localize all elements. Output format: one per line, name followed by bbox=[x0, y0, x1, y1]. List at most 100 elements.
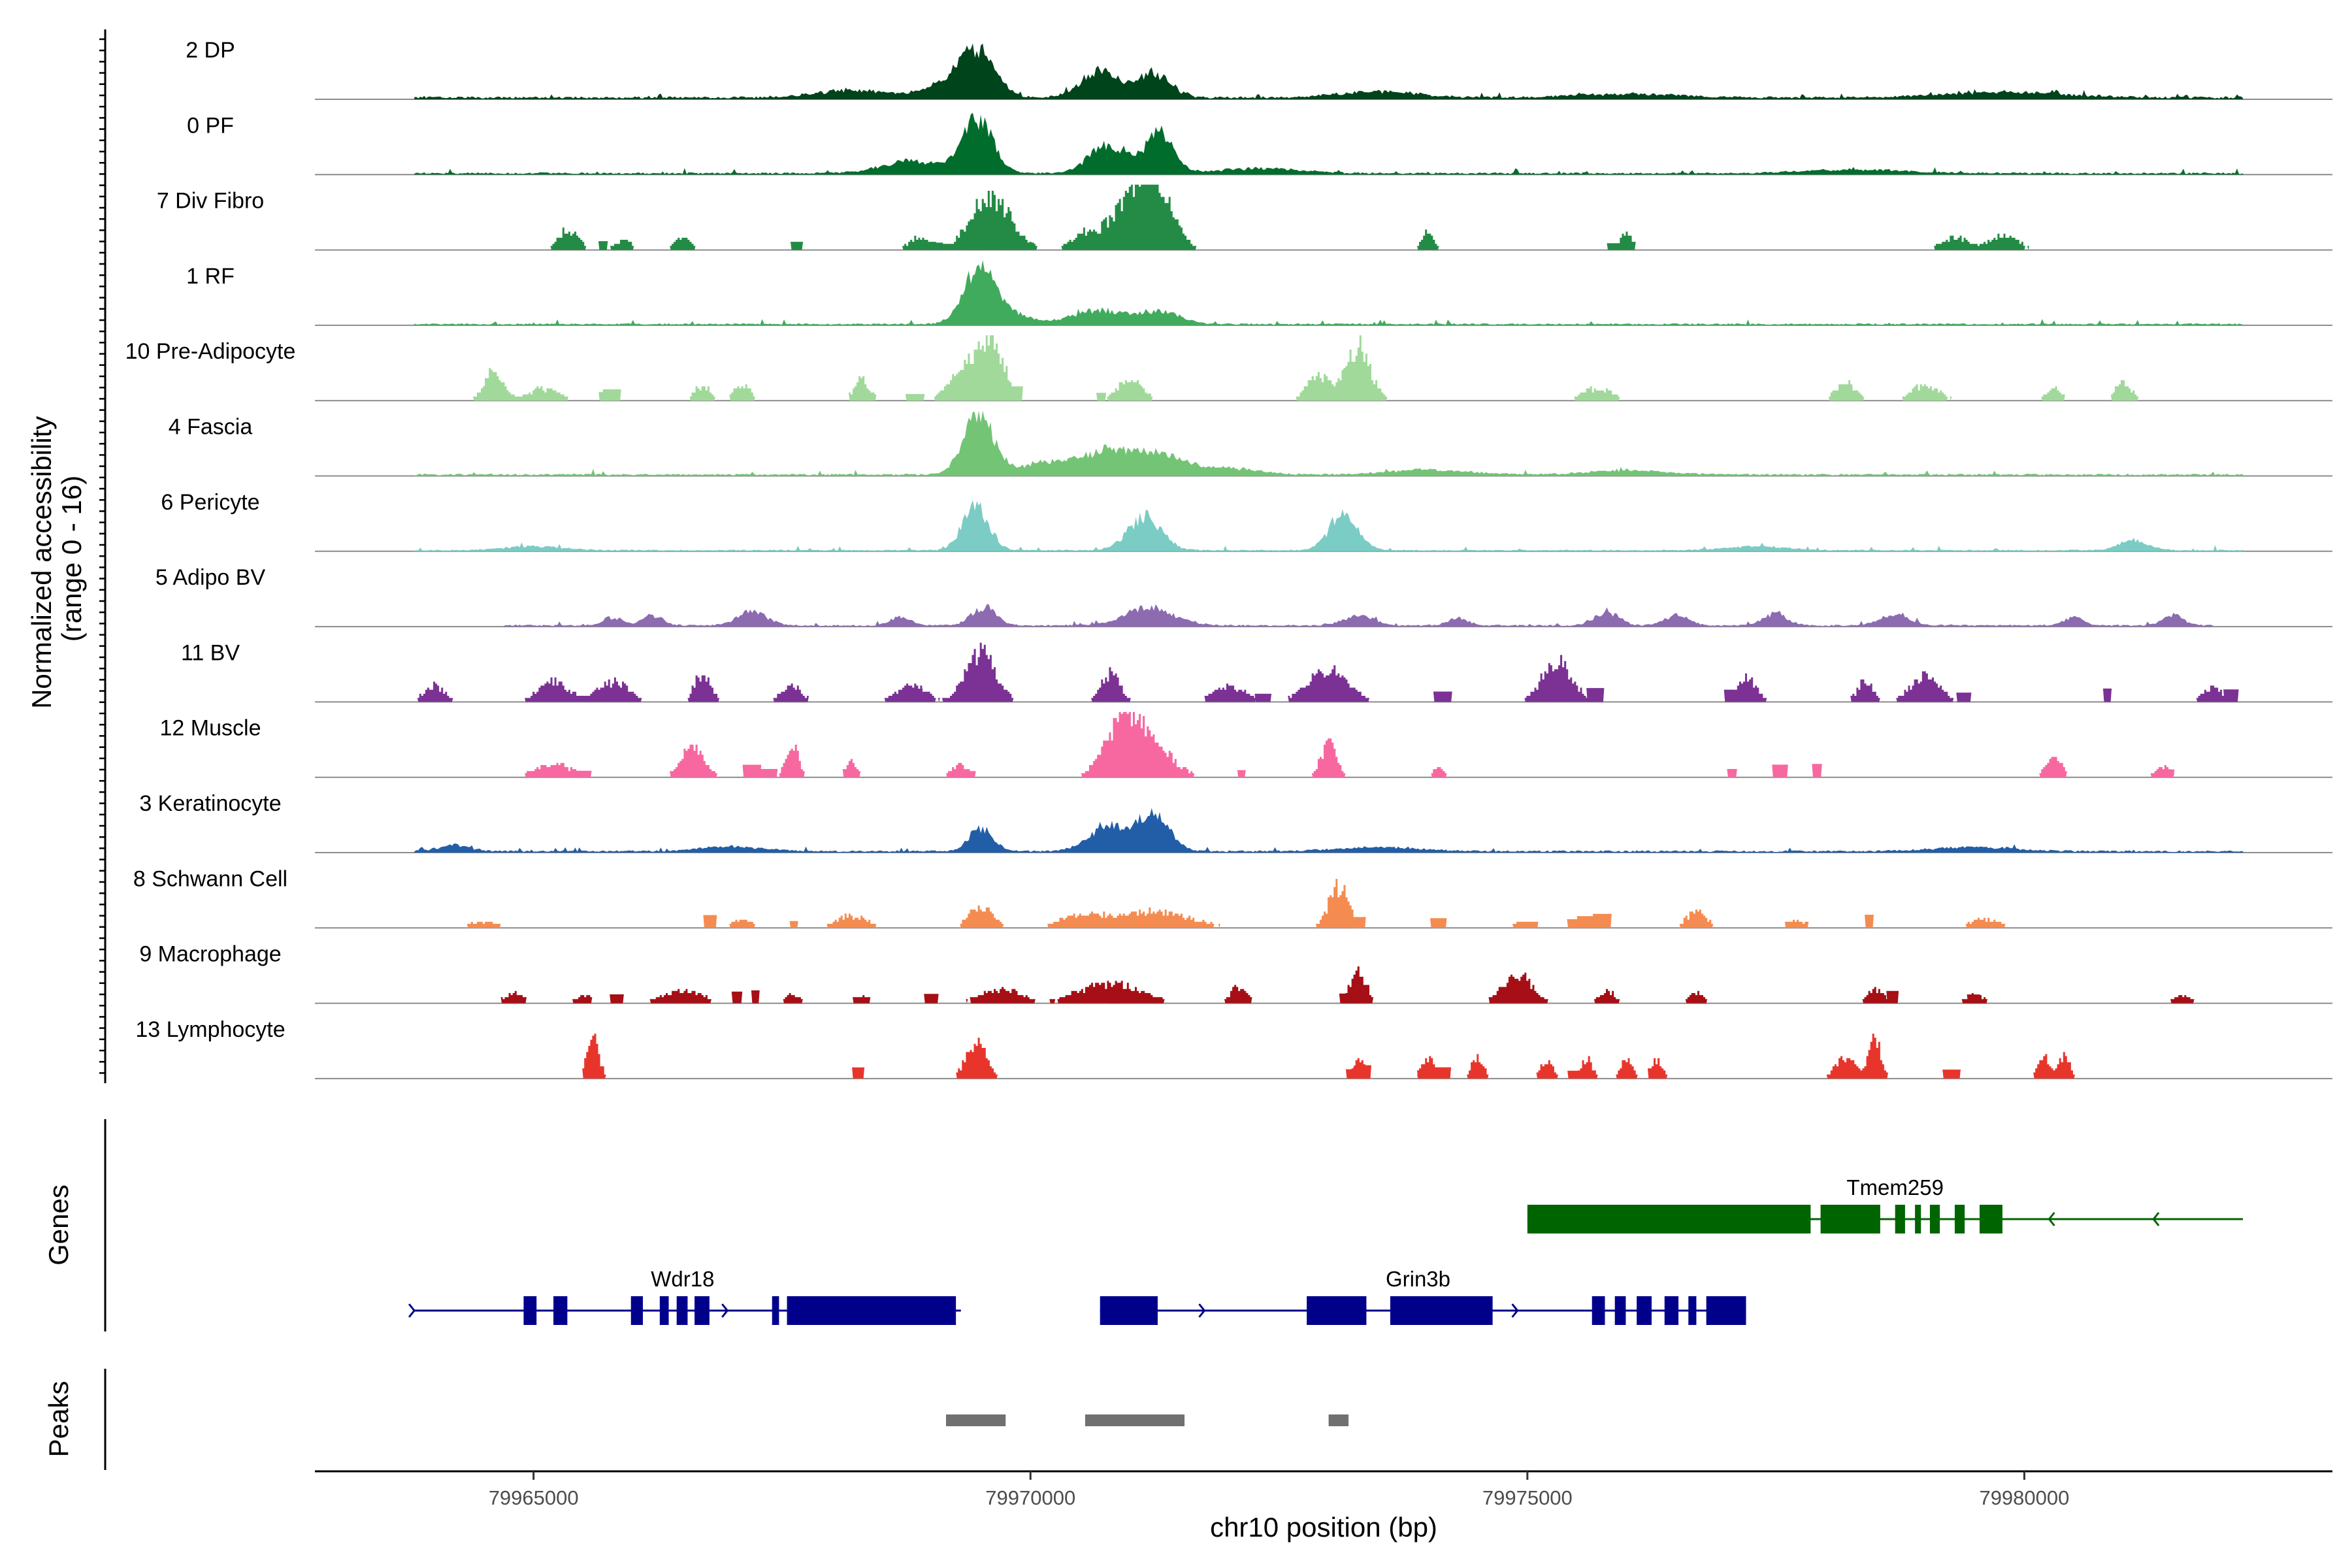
coverage-area bbox=[472, 368, 568, 401]
coverage-area bbox=[848, 376, 877, 401]
coverage-area bbox=[1467, 1054, 1489, 1079]
coverage-area bbox=[598, 241, 608, 250]
exon bbox=[1688, 1296, 1697, 1325]
gene-models: Tmem259 Wdr18 Grin3b bbox=[408, 1175, 2244, 1325]
exon bbox=[1527, 1205, 1811, 1233]
coverage-area bbox=[610, 240, 634, 250]
exon bbox=[630, 1296, 643, 1325]
coverage-area bbox=[1218, 924, 1220, 928]
coverage-area bbox=[2110, 380, 2139, 401]
coverage-y-axis-title-range: (range 0 - 16) bbox=[56, 476, 87, 642]
coverage-area bbox=[1727, 769, 1737, 777]
coverage-area bbox=[1812, 764, 1822, 777]
coverage-area bbox=[2041, 386, 2065, 401]
gene-grin3b: Grin3b bbox=[1100, 1267, 1746, 1325]
coverage-area bbox=[1576, 916, 1596, 928]
exon bbox=[1979, 1205, 2002, 1233]
track-0-pf: 0 PF bbox=[187, 112, 2332, 176]
track-12-muscle: 12 Muscle bbox=[160, 711, 2332, 778]
exon bbox=[1895, 1205, 1905, 1233]
coverage-area bbox=[1934, 233, 2025, 250]
track-7-div-fibro: 7 Div Fibro bbox=[157, 184, 2332, 251]
coverage-area bbox=[1931, 392, 1941, 401]
coverage-area bbox=[1237, 770, 1246, 777]
coverage-area bbox=[1288, 665, 1369, 702]
coverage-area bbox=[1896, 671, 1954, 702]
coverage-area bbox=[610, 994, 624, 1004]
coverage-area bbox=[853, 995, 871, 1004]
coverage-area bbox=[1679, 909, 1714, 928]
track-10-pre-adipocyte: 10 Pre-Adipocyte bbox=[125, 335, 2332, 402]
coverage-area bbox=[1204, 683, 1256, 702]
coverage-area bbox=[1296, 335, 1388, 401]
coverage-area bbox=[1315, 879, 1362, 928]
x-tick-label: 79975000 bbox=[1482, 1486, 1573, 1509]
track-2-dp: 2 DP bbox=[186, 38, 2332, 100]
exon bbox=[659, 1296, 669, 1325]
coverage-area bbox=[1488, 972, 1548, 1004]
coverage-area bbox=[966, 999, 968, 1004]
coverage-area bbox=[1081, 711, 1195, 777]
coverage-area bbox=[1826, 1034, 1888, 1079]
coverage-area bbox=[687, 675, 720, 702]
coverage-area bbox=[884, 683, 936, 702]
track-6-pericyte: 6 Pericyte bbox=[161, 490, 2332, 552]
coverage-tracks: 2 DP 0 PF 7 Div Fibro 1 RF 10 Pre-Adipocyte 4… bbox=[125, 38, 2332, 1079]
coverage-area bbox=[1512, 921, 1539, 928]
coverage-area bbox=[773, 683, 809, 702]
exon bbox=[694, 1296, 710, 1325]
exon bbox=[1100, 1296, 1158, 1325]
exon bbox=[772, 1296, 779, 1325]
coverage-area bbox=[1007, 386, 1023, 401]
exon bbox=[1664, 1296, 1679, 1325]
coverage-area bbox=[414, 410, 2244, 476]
peak-region bbox=[945, 1414, 1006, 1426]
coverage-area bbox=[1339, 993, 1360, 1004]
x-tick-label: 79965000 bbox=[489, 1486, 579, 1509]
coverage-area bbox=[970, 987, 1036, 1004]
coverage-area bbox=[966, 237, 985, 250]
coverage-area bbox=[751, 990, 760, 1004]
coverage-area bbox=[1524, 655, 1590, 702]
coverage-area bbox=[2102, 688, 2112, 702]
coverage-area bbox=[902, 191, 1037, 250]
coverage-area bbox=[1850, 679, 1880, 702]
coverage-area bbox=[932, 242, 943, 250]
exon bbox=[1307, 1296, 1367, 1325]
coverage-area bbox=[1950, 397, 1952, 401]
gene-tmem259: Tmem259 bbox=[1527, 1175, 2244, 1233]
coverage-area bbox=[759, 769, 778, 777]
coverage-area bbox=[729, 384, 755, 401]
track-11-bv: 11 BV bbox=[181, 640, 2332, 703]
track-13-lymphocyte: 13 Lymphocyte bbox=[135, 1017, 2332, 1079]
coverage-area bbox=[1096, 393, 1107, 401]
track-label: 12 Muscle bbox=[160, 716, 261, 741]
coverage-area bbox=[1862, 987, 1888, 1004]
coverage-area bbox=[1254, 693, 1272, 702]
coverage-area bbox=[525, 677, 642, 702]
track-label: 3 Keratinocyte bbox=[139, 791, 281, 816]
coverage-area bbox=[1967, 994, 1980, 1004]
track-label: 13 Lymphocyte bbox=[135, 1017, 285, 1042]
coverage-area bbox=[1417, 229, 1439, 250]
coverage-area bbox=[729, 919, 755, 928]
coverage-area bbox=[1433, 691, 1452, 702]
exon bbox=[1637, 1296, 1652, 1325]
coverage-area bbox=[1536, 1060, 1558, 1079]
track-5-adipo-bv: 5 Adipo BV bbox=[155, 565, 2332, 628]
coverage-area bbox=[550, 227, 587, 250]
exon bbox=[1614, 1296, 1626, 1325]
coverage-area bbox=[525, 762, 585, 777]
coverage-area bbox=[1311, 738, 1346, 777]
exon bbox=[523, 1296, 537, 1325]
exon bbox=[787, 1296, 956, 1325]
track-8-schwann-cell: 8 Schwann Cell bbox=[133, 866, 2332, 929]
exon bbox=[553, 1296, 568, 1325]
coverage-area bbox=[1049, 999, 1056, 1004]
track-label: 11 BV bbox=[181, 640, 240, 665]
exon bbox=[1929, 1205, 1940, 1233]
coverage-area bbox=[2039, 757, 2067, 777]
coverage-area bbox=[914, 689, 923, 702]
coverage-area bbox=[938, 698, 940, 702]
coverage-area bbox=[731, 991, 743, 1004]
